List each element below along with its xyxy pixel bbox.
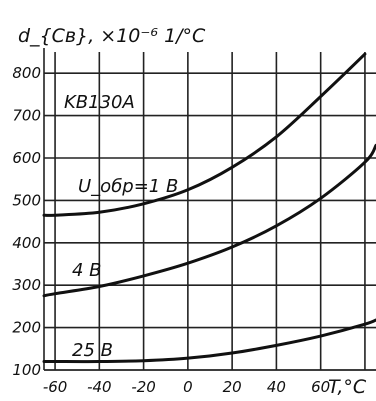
x-tick-label: -40: [87, 378, 112, 396]
y-axis-label: d_{Cв}, ×10⁻⁶ 1/°C: [18, 25, 206, 47]
curves: [42, 52, 376, 364]
x-tick-label: 40: [267, 378, 286, 396]
y-tick-label: 500: [12, 191, 41, 209]
y-tick-label: 100: [12, 361, 41, 379]
x-tick-label: 20: [223, 378, 242, 396]
x-tick-labels: -60 -40 -20 0 20 40 60: [43, 378, 330, 396]
x-tick-label: -20: [131, 378, 156, 396]
y-tick-label: 700: [12, 107, 41, 125]
x-axis-label: T,°C: [328, 376, 367, 398]
y-tick-label: 600: [12, 149, 41, 167]
y-tick-label: 200: [12, 319, 41, 337]
model-label: KB130A: [64, 92, 135, 113]
series-line-2: [42, 318, 376, 364]
y-tick-label: 400: [12, 234, 41, 252]
series-line-0: [42, 52, 367, 217]
x-tick-label: -60: [43, 378, 68, 396]
series-line-1: [42, 143, 376, 298]
y-tick-label: 300: [12, 276, 41, 294]
x-tick-label: 0: [183, 378, 193, 396]
y-tick-label: 800: [12, 64, 41, 82]
grid: [43, 48, 376, 371]
y-tick-labels: 100 200 300 400 500 600 700 800: [12, 64, 41, 379]
series-label-1v: U_обр=1 В: [78, 176, 178, 197]
x-tick-label: 60: [311, 378, 330, 396]
series-label-4v: 4 В: [72, 260, 102, 281]
series-label-25v: 25 В: [72, 340, 113, 361]
